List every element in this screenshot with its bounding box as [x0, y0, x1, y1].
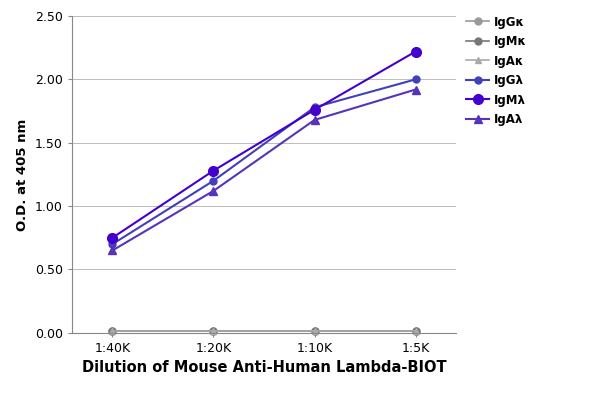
- IgMλ: [311, 107, 318, 112]
- IgAκ: [412, 328, 419, 333]
- IgGκ: [109, 328, 116, 333]
- IgAλ: [412, 87, 419, 92]
- IgAκ: [311, 328, 318, 333]
- IgAλ: [311, 117, 318, 122]
- Line: IgAκ: IgAκ: [109, 327, 419, 334]
- IgGκ: [210, 328, 217, 333]
- X-axis label: Dilution of Mouse Anti-Human Lambda-BIOT: Dilution of Mouse Anti-Human Lambda-BIOT: [82, 360, 446, 375]
- Line: IgGκ: IgGκ: [109, 327, 419, 334]
- Line: IgGλ: IgGλ: [109, 76, 419, 247]
- IgMλ: [109, 235, 116, 240]
- Legend: IgGκ, IgMκ, IgAκ, IgGλ, IgMλ, IgAλ: IgGκ, IgMκ, IgAκ, IgGλ, IgMλ, IgAλ: [466, 16, 527, 126]
- IgGλ: [210, 178, 217, 183]
- Line: IgMκ: IgMκ: [109, 327, 419, 334]
- IgMλ: [412, 49, 419, 54]
- Line: IgAλ: IgAλ: [108, 85, 420, 255]
- IgGκ: [311, 328, 318, 333]
- IgGλ: [311, 105, 318, 110]
- IgAκ: [210, 328, 217, 333]
- Y-axis label: O.D. at 405 nm: O.D. at 405 nm: [16, 118, 29, 231]
- IgGλ: [412, 77, 419, 82]
- IgAλ: [109, 248, 116, 253]
- IgGκ: [412, 328, 419, 333]
- Line: IgMλ: IgMλ: [107, 47, 421, 243]
- IgAλ: [210, 188, 217, 193]
- IgMκ: [311, 328, 318, 333]
- IgMλ: [210, 168, 217, 173]
- IgMκ: [412, 328, 419, 333]
- IgAκ: [109, 328, 116, 333]
- IgGλ: [109, 242, 116, 247]
- IgMκ: [109, 328, 116, 333]
- IgMκ: [210, 328, 217, 333]
